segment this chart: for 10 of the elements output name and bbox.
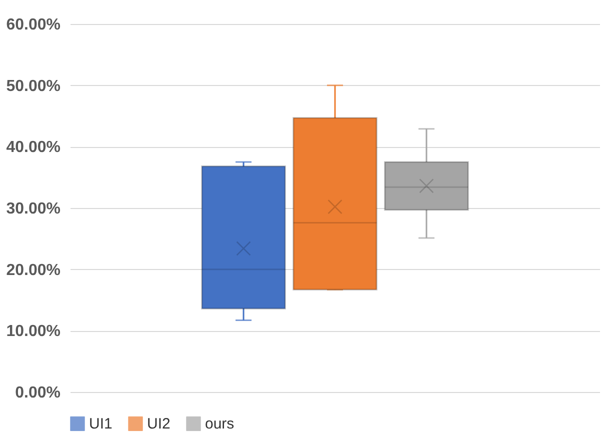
legend-label: UI2: [147, 416, 170, 433]
y-tick-label: 10.00%: [6, 323, 60, 340]
y-tick-label: 30.00%: [6, 200, 60, 218]
y-tick-label: 20.00%: [6, 262, 60, 279]
y-tick-label: 60.00%: [6, 16, 60, 34]
y-tick-label: 40.00%: [6, 139, 60, 156]
y-tick-label: 50.00%: [6, 78, 60, 95]
legend-label: UI1: [89, 416, 112, 433]
legend-label: ours: [205, 416, 234, 433]
y-tick-label: 0.00%: [15, 384, 60, 402]
